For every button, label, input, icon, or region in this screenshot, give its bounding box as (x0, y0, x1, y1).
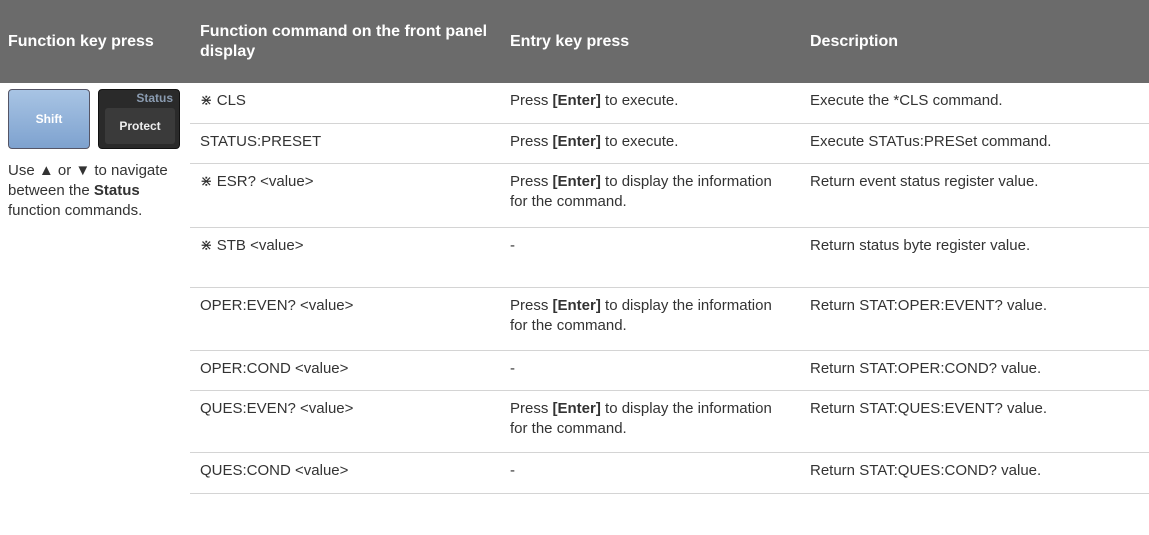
header-row: Function key press Function command on th… (0, 0, 1149, 83)
entry-key: [Enter] (552, 399, 601, 417)
command-cell: QUES:COND <value> (190, 452, 500, 494)
usage-note: Use ▲ or ▼ to navigate between the Statu… (8, 161, 184, 221)
entry-text: Press (510, 92, 553, 109)
entry-cell: - (500, 350, 800, 391)
shift-key: Shift (8, 89, 90, 149)
entry-cell: Press [Enter] to execute. (500, 83, 800, 124)
table-row: OPER:COND <value> - Return STAT:OPER:COND?… (0, 350, 1149, 391)
entry-text: - (510, 236, 515, 254)
table-row: QUES:COND <value> - Return STAT:QUES:COND?… (0, 452, 1149, 494)
table-row: OPER:EVEN? <value> Press [Enter] to displ… (0, 287, 1149, 351)
description-cell: Return STAT:QUES:EVENT? value. (800, 390, 1149, 453)
description-cell: Execute STATus:PRESet command. (800, 123, 1149, 164)
description-cell: Execute the *CLS command. (800, 83, 1149, 124)
entry-key: [Enter] (552, 92, 601, 109)
description-cell: Return event status register value. (800, 163, 1149, 228)
table-row: STATUS:PRESET Press [Enter] to execute. Ex… (0, 123, 1149, 164)
entry-text: to display the information for the comma… (510, 172, 772, 210)
entry-text: - (510, 461, 515, 479)
entry-text: to execute. (600, 132, 679, 150)
key-cell: Shift Status Protect Use ▲ or ▼ to navigate… (0, 83, 190, 493)
command-cell: OPER:EVEN? <value> (190, 287, 500, 351)
entry-text: Press (510, 172, 553, 190)
status-label: Status (136, 91, 173, 105)
note-text: Use ▲ or ▼ to navigate between the (8, 162, 168, 199)
entry-text: to display the information for the comma… (510, 399, 772, 437)
description-cell: Return STAT:QUES:COND? value. (800, 452, 1149, 494)
table-row: Shift Status Protect Use ▲ or ▼ to navigate… (0, 83, 1149, 219)
entry-cell: Press [Enter] to execute. (500, 123, 800, 164)
entry-key: [Enter] (552, 296, 601, 314)
column-header: Function command on the front panel disp… (190, 0, 500, 83)
column-header: Description (800, 0, 1149, 83)
table-head: Function key press Function command on th… (0, 0, 1149, 83)
command-table: Function key press Function command on th… (0, 0, 1149, 494)
entry-text: Press (510, 399, 553, 417)
table-body: Shift Status Protect Use ▲ or ▼ to navigate… (0, 83, 1149, 494)
entry-text: Press (510, 296, 553, 314)
column-header: Function key press (0, 0, 190, 83)
entry-cell: Press [Enter] to display the information… (500, 390, 800, 453)
command-cell: OPER:COND <value> (190, 350, 500, 391)
entry-text: to display the information for the comma… (510, 296, 772, 334)
entry-cell: - (500, 227, 800, 288)
table-row: ⋇ ESR? <value> Press [Enter] to display t… (0, 163, 1149, 228)
note-text: function commands. (8, 202, 143, 219)
description-cell: Return status byte register value. (800, 227, 1149, 288)
entry-key: [Enter] (552, 132, 601, 150)
command-cell: ⋇ ESR? <value> (190, 163, 500, 228)
entry-cell: Press [Enter] to display the information… (500, 287, 800, 351)
entry-cell: Press [Enter] to display the information… (500, 163, 800, 228)
description-cell: Return STAT:OPER:COND? value. (800, 350, 1149, 391)
command-cell: ⋇ STB <value> (190, 227, 500, 288)
description-cell: Return STAT:OPER:EVENT? value. (800, 287, 1149, 351)
entry-text: Press (510, 132, 553, 150)
protect-label: Protect (105, 108, 175, 144)
table-row: QUES:EVEN? <value> Press [Enter] to displ… (0, 390, 1149, 453)
entry-cell: - (500, 452, 800, 494)
command-cell: ⋇ CLS (190, 83, 500, 124)
command-cell: STATUS:PRESET (190, 123, 500, 164)
table-row: ⋇ STB <value> - Return status byte registe… (0, 227, 1149, 288)
protect-key: Status Protect (98, 89, 180, 149)
command-cell: QUES:EVEN? <value> (190, 390, 500, 453)
key-images: Shift Status Protect (8, 89, 184, 149)
column-header: Entry key press (500, 0, 800, 83)
entry-text: to execute. (600, 92, 679, 109)
entry-text: - (510, 359, 515, 377)
note-bold: Status (93, 182, 140, 199)
entry-key: [Enter] (552, 172, 601, 190)
